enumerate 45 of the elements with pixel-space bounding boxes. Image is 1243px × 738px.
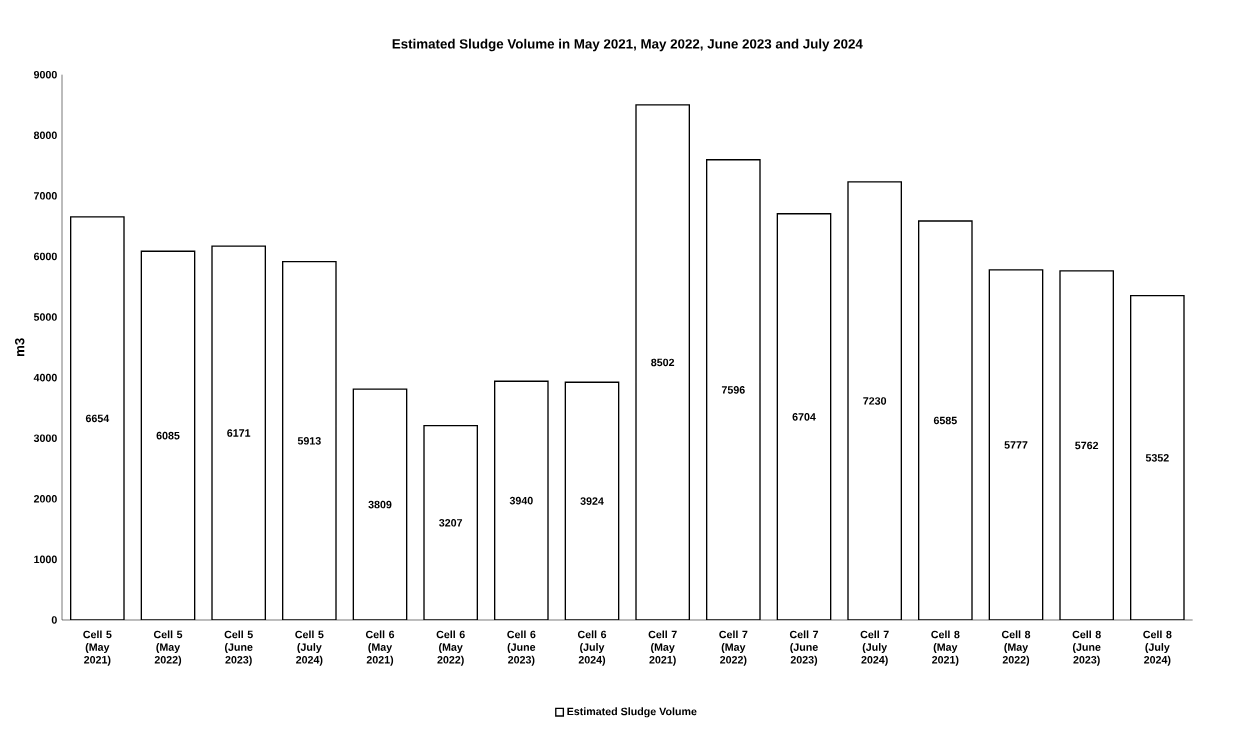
- y-tick-label: 6000: [33, 252, 57, 261]
- x-tick-label: Cell 6 (May 2022): [436, 630, 465, 666]
- y-tick-label: 1000: [34, 555, 57, 564]
- y-tick-label: 9000: [33, 70, 57, 79]
- data-label: 3924: [580, 497, 604, 505]
- x-tick-label: Cell 8 (June 2023): [1072, 630, 1101, 666]
- data-label: 5762: [1075, 441, 1099, 450]
- text: Estimated Sludge Volume: [567, 707, 697, 718]
- x-tick-label: Cell 6 (July 2024): [577, 630, 607, 666]
- x-tick-label: Cell 5 (May 2022): [153, 630, 183, 666]
- y-tick-label: 2000: [33, 495, 57, 503]
- chart-title: Estimated Sludge Volume in May 2021, May 2022, June 2023 and July 2024: [392, 38, 863, 52]
- y-tick-label: 0: [51, 616, 57, 624]
- x-tick-label: Cell 5 (July 2024): [295, 630, 324, 666]
- y-tick-label: 7000: [34, 192, 57, 200]
- data-label: 5913: [297, 437, 321, 445]
- data-label: 6704: [792, 413, 816, 421]
- data-label: 6171: [227, 429, 251, 437]
- x-tick-label: Cell 8 (May 2021): [931, 630, 960, 666]
- x-tick-label: Cell 6 (May 2021): [365, 630, 395, 666]
- data-label: 6654: [85, 414, 110, 423]
- data-label: 3207: [439, 519, 463, 527]
- x-tick-label: Cell 5 (May 2021): [83, 630, 112, 666]
- x-tick-label: Cell 5 (June 2023): [224, 630, 253, 666]
- data-label: 8502: [651, 358, 675, 367]
- data-label: 6085: [156, 431, 180, 440]
- x-tick-label: Cell 7 (May 2022): [719, 630, 748, 666]
- data-label: 3809: [368, 500, 392, 509]
- y-axis-title: m3: [14, 338, 25, 357]
- x-tick-label: Cell 7 (May 2021): [648, 630, 677, 666]
- data-label: 7230: [863, 397, 887, 405]
- x-tick-label: Cell 7 (June 2023): [789, 630, 819, 666]
- data-label: 6585: [933, 416, 957, 425]
- x-tick-label: Cell 7 (July 2024): [860, 630, 889, 666]
- y-tick-label: 4000: [33, 373, 57, 382]
- x-tick-label: Cell 8 (May 2022): [1001, 630, 1031, 666]
- x-tick-label: Cell 8 (July 2024): [1143, 630, 1172, 666]
- y-tick-label: 8000: [33, 131, 57, 140]
- y-tick-label: 3000: [33, 434, 57, 442]
- data-label: 3940: [509, 496, 533, 505]
- data-label: 5777: [1004, 441, 1028, 449]
- x-tick-label: Cell 6 (June 2023): [507, 630, 536, 666]
- y-tick-label: 5000: [33, 313, 57, 321]
- data-label: 5352: [1145, 454, 1169, 462]
- data-label: 7596: [721, 386, 745, 394]
